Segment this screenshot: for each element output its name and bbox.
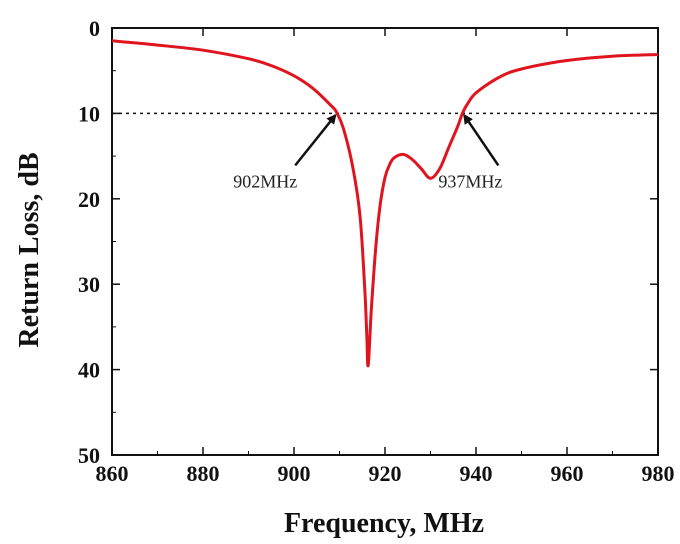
axes-layer: 860 880 900 920 940 960 980 0 10 20 30 40 50: [78, 16, 675, 486]
x-tick-label: 920: [369, 461, 402, 486]
annotation-label: 937MHz: [438, 171, 502, 191]
y-tick-label: 50: [78, 443, 100, 468]
x-tick-label: 900: [278, 461, 311, 486]
y-tick-label: 30: [78, 272, 100, 297]
y-tick-label: 40: [78, 358, 100, 383]
y-axis-title: Return Loss, dB: [14, 152, 45, 347]
return-loss-curve: [111, 39, 659, 368]
y-tick-label: 0: [89, 16, 100, 41]
x-tick-label: 880: [187, 461, 220, 486]
annotation-layer: 902MHz 937MHz: [233, 113, 502, 191]
x-tick-label: 940: [460, 461, 493, 486]
annotation-arrow: [463, 113, 500, 167]
y-tick-label: 10: [78, 101, 100, 126]
plot-frame: [111, 27, 659, 456]
series-layer: [111, 39, 659, 368]
x-tick-label: 860: [96, 461, 129, 486]
y-tick-label: 20: [78, 187, 100, 212]
x-tick-label: 960: [551, 461, 584, 486]
annotation-arrow: [294, 113, 337, 167]
x-tick-label: 980: [642, 461, 675, 486]
annotation-label: 902MHz: [233, 171, 297, 191]
x-axis-title: Frequency, MHz: [284, 508, 484, 539]
